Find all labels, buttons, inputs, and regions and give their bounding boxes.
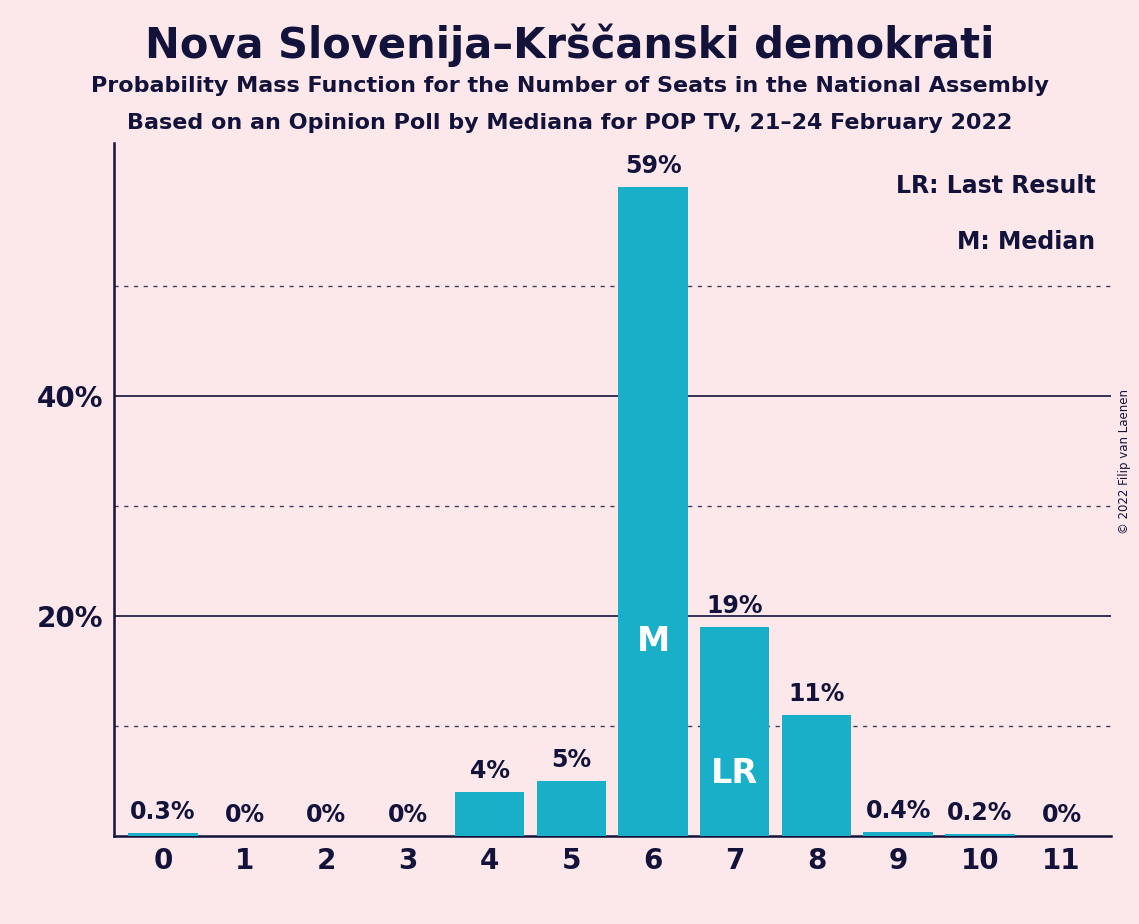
Text: 59%: 59%	[625, 154, 681, 178]
Text: 0.3%: 0.3%	[130, 800, 196, 824]
Text: 0%: 0%	[1041, 804, 1082, 827]
Text: 19%: 19%	[706, 594, 763, 618]
Text: Based on an Opinion Poll by Mediana for POP TV, 21–24 February 2022: Based on an Opinion Poll by Mediana for …	[126, 113, 1013, 133]
Bar	[863, 832, 933, 836]
Text: 0.4%: 0.4%	[866, 799, 931, 823]
Text: 4%: 4%	[469, 760, 509, 784]
Text: M: M	[637, 625, 670, 658]
Bar	[454, 792, 524, 836]
Text: 0%: 0%	[306, 804, 346, 827]
Bar	[536, 781, 606, 836]
Text: © 2022 Filip van Laenen: © 2022 Filip van Laenen	[1118, 390, 1131, 534]
Bar	[700, 627, 770, 836]
Text: LR: Last Result: LR: Last Result	[896, 175, 1096, 199]
Text: 5%: 5%	[551, 748, 591, 772]
Text: 0%: 0%	[224, 804, 264, 827]
Bar	[945, 834, 1015, 836]
Text: M: Median: M: Median	[958, 230, 1096, 254]
Bar	[129, 833, 198, 836]
Text: LR: LR	[711, 757, 759, 790]
Text: 0%: 0%	[388, 804, 428, 827]
Text: Probability Mass Function for the Number of Seats in the National Assembly: Probability Mass Function for the Number…	[91, 76, 1048, 96]
Bar	[781, 715, 851, 836]
Text: 0.2%: 0.2%	[948, 801, 1013, 825]
Text: Nova Slovenija–Krščanski demokrati: Nova Slovenija–Krščanski demokrati	[145, 23, 994, 67]
Bar	[618, 188, 688, 836]
Text: 11%: 11%	[788, 683, 845, 707]
